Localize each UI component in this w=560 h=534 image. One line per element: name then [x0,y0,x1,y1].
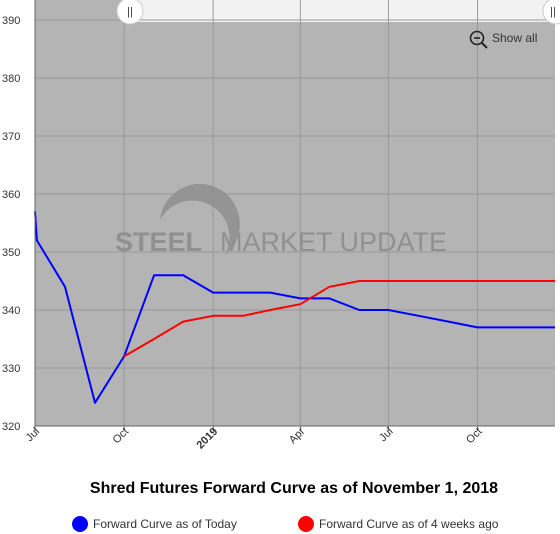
legend-label-4-weeks-ago: Forward Curve as of 4 weeks ago [319,517,499,531]
right-handle-circle[interactable] [542,0,560,25]
x-tick-label: Oct [464,426,485,447]
x-tick-label: Oct [111,426,132,447]
y-tick-label: 330 [2,363,20,375]
left-handle-grip: || [127,6,133,18]
show-all-button[interactable]: Show all [469,30,538,49]
series-lines [34,211,555,404]
chart-title: Shred Futures Forward Curve as of Novemb… [90,480,498,497]
show-all-label[interactable]: Show all [492,31,537,45]
legend-label-today: Forward Curve as of Today [93,517,237,531]
left-handle-circle[interactable] [116,0,144,25]
navigator-strip[interactable] [130,0,555,22]
legend-item-4-weeks-ago[interactable]: Forward Curve as of 4 weeks ago [298,516,499,532]
y-tick-label: 390 [2,15,20,27]
legend: Forward Curve as of Today Forward Curve … [72,516,499,532]
legend-marker-4-weeks-ago [298,516,314,532]
series-line-1 [123,280,555,358]
watermark-bold-text: STEEL [115,227,202,257]
watermark-logo: STEEL MARKET UPDATE [115,183,447,257]
x-tick-label: 2019 [194,426,220,452]
watermark-light-text: MARKET UPDATE [220,227,447,257]
navigator-left-handle[interactable]: || [116,0,144,25]
series-line-0 [34,211,555,404]
y-tick-label: 360 [2,189,20,201]
grid-lines [34,0,555,427]
zoom-out-icon [469,30,488,49]
y-tick-label: 370 [2,131,20,143]
x-tick-label: Jul [24,426,42,444]
x-tick-label: Apr [287,425,308,446]
plot-area [35,0,555,426]
right-handle-grip: || [550,6,556,18]
legend-item-today[interactable]: Forward Curve as of Today [72,516,237,532]
legend-marker-today [72,516,88,532]
y-tick-label: 320 [2,421,20,433]
watermark-swoosh [160,183,240,255]
navigator-right-handle[interactable]: || [542,0,560,25]
y-tick-label: 350 [2,247,20,259]
y-tick-label: 340 [2,305,20,317]
y-tick-label: 380 [2,73,20,85]
x-tick-label: Jul [377,426,395,444]
